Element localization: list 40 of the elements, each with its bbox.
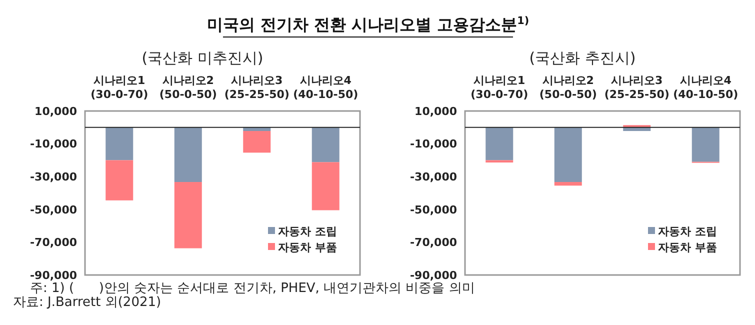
- x-tick-label: 시나리오3 (25-25-50): [224, 74, 290, 101]
- y-tick-label: -10,000: [410, 138, 458, 151]
- bar: [174, 182, 202, 248]
- x-tick-label: 시나리오4 (40-10-50): [673, 74, 738, 101]
- x-tick-label: 시나리오1 (30-0-70): [90, 74, 148, 101]
- text: 자료: J.Barrett 외(2021): [13, 295, 162, 310]
- y-tick-label: -70,000: [410, 236, 458, 250]
- bar: [554, 127, 582, 182]
- y-tick-label: -90,000: [410, 268, 458, 282]
- bar: [554, 182, 582, 186]
- x-tick-label: 시나리오2 (50-0-50): [539, 74, 597, 101]
- legend-label: 자동차 조립: [658, 224, 717, 238]
- text: 주: 1) ( )안의 숫자는 순서대로 전기차, PHEV, 내연기관차의 비중을 의미: [30, 281, 475, 296]
- x-tick-label: 시나리오4 (40-10-50): [293, 74, 358, 101]
- x-tick-label: 시나리오2 (50-0-50): [159, 74, 217, 101]
- legend-label: 자동차 부품: [658, 240, 717, 254]
- bar: [174, 127, 202, 182]
- bar: [106, 160, 134, 200]
- y-tick-label: -50,000: [410, 203, 458, 216]
- bar: [312, 162, 340, 210]
- bar: [243, 131, 271, 153]
- x-tick-label: 시나리오1 (30-0-70): [470, 74, 528, 101]
- bar: [312, 127, 340, 162]
- chart-subtitle: (국산화 추진시): [529, 49, 636, 67]
- chart-subtitle: (국산화 미추진시): [142, 49, 264, 67]
- y-tick-label: -50,000: [30, 203, 78, 216]
- bar: [692, 127, 720, 162]
- legend-label: 자동차 부품: [278, 240, 337, 254]
- bar: [106, 127, 134, 160]
- y-tick-label: -10,000: [30, 138, 78, 151]
- y-tick-label: -30,000: [30, 170, 78, 184]
- legend-label: 자동차 조립: [278, 224, 337, 238]
- bar: [486, 127, 514, 160]
- y-tick-label: -70,000: [30, 236, 78, 250]
- y-tick-label: 10,000: [34, 104, 78, 118]
- y-tick-label: 10,000: [414, 104, 458, 118]
- x-tick-label: 시나리오3 (25-25-50): [604, 74, 670, 101]
- chart-title: 미국의 전기차 전환 시나리오별 고용감소분$^{1)}$: [206, 15, 530, 34]
- y-tick-label: -90,000: [30, 268, 78, 282]
- y-tick-label: -30,000: [410, 170, 458, 184]
